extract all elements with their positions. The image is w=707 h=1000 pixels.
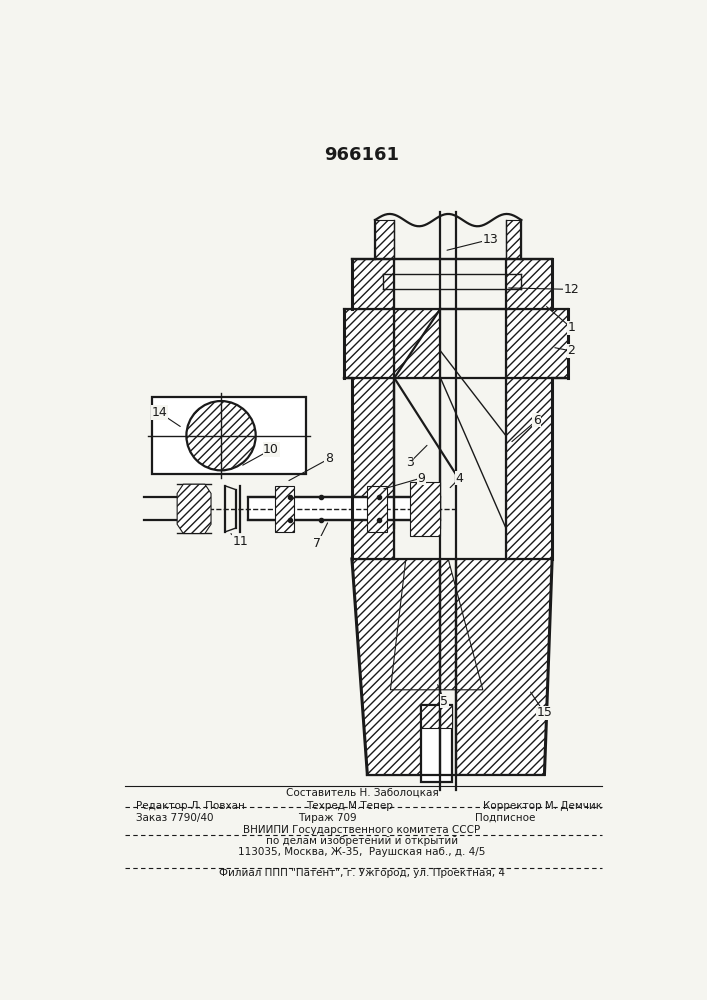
- Text: 5: 5: [440, 695, 448, 708]
- Circle shape: [187, 401, 256, 470]
- Text: 13: 13: [483, 233, 498, 246]
- Bar: [506, 378, 552, 559]
- Bar: [352, 378, 395, 559]
- Text: по делам изобретений и открытий: по делам изобретений и открытий: [266, 836, 458, 846]
- Text: 12: 12: [563, 283, 579, 296]
- Text: ВНИИПИ Государственного комитета СССР: ВНИИПИ Государственного комитета СССР: [243, 825, 481, 835]
- Text: 2: 2: [568, 344, 575, 358]
- Text: 966161: 966161: [325, 146, 399, 164]
- Bar: [352, 259, 395, 309]
- Polygon shape: [152, 397, 305, 474]
- Bar: [409, 482, 440, 536]
- Bar: [395, 309, 440, 378]
- Text: Техред М.Тепер: Техред М.Тепер: [305, 801, 392, 811]
- Polygon shape: [421, 705, 452, 728]
- Text: Редактор Л. Повхан: Редактор Л. Повхан: [136, 801, 245, 811]
- Polygon shape: [421, 705, 452, 782]
- Text: 11: 11: [233, 535, 248, 548]
- Text: 4: 4: [456, 472, 464, 485]
- Bar: [375, 220, 395, 259]
- Polygon shape: [456, 559, 552, 774]
- Polygon shape: [248, 497, 440, 520]
- Text: Заказ 7790/40: Заказ 7790/40: [136, 813, 214, 823]
- Bar: [275, 486, 294, 532]
- Polygon shape: [390, 559, 483, 690]
- Polygon shape: [352, 559, 440, 774]
- Text: 1: 1: [568, 321, 575, 334]
- Text: 6: 6: [533, 414, 541, 427]
- Text: 8: 8: [325, 452, 333, 465]
- Text: 14: 14: [151, 406, 168, 419]
- Text: 113035, Москва, Ж-35,  Раушская наб., д. 4/5: 113035, Москва, Ж-35, Раушская наб., д. …: [238, 847, 486, 857]
- Text: Филиал ППП "Патент", г. Ужгород, ул. Проектная, 4: Филиал ППП "Патент", г. Ужгород, ул. Про…: [219, 868, 505, 878]
- Bar: [506, 259, 552, 309]
- Text: Тираж 709: Тираж 709: [298, 813, 356, 823]
- Bar: [506, 220, 521, 259]
- Text: Подписное: Подписное: [475, 813, 535, 823]
- Bar: [344, 309, 395, 378]
- Text: Составитель Н. Заболоцкая: Составитель Н. Заболоцкая: [286, 787, 438, 797]
- Text: 10: 10: [263, 443, 279, 456]
- Text: Корректор М. Демчик: Корректор М. Демчик: [483, 801, 602, 811]
- Text: 9: 9: [417, 472, 425, 485]
- Text: 3: 3: [406, 456, 414, 469]
- Text: 7: 7: [313, 537, 321, 550]
- Polygon shape: [177, 484, 211, 533]
- Bar: [506, 309, 568, 378]
- Text: 15: 15: [537, 706, 552, 719]
- Bar: [368, 486, 387, 532]
